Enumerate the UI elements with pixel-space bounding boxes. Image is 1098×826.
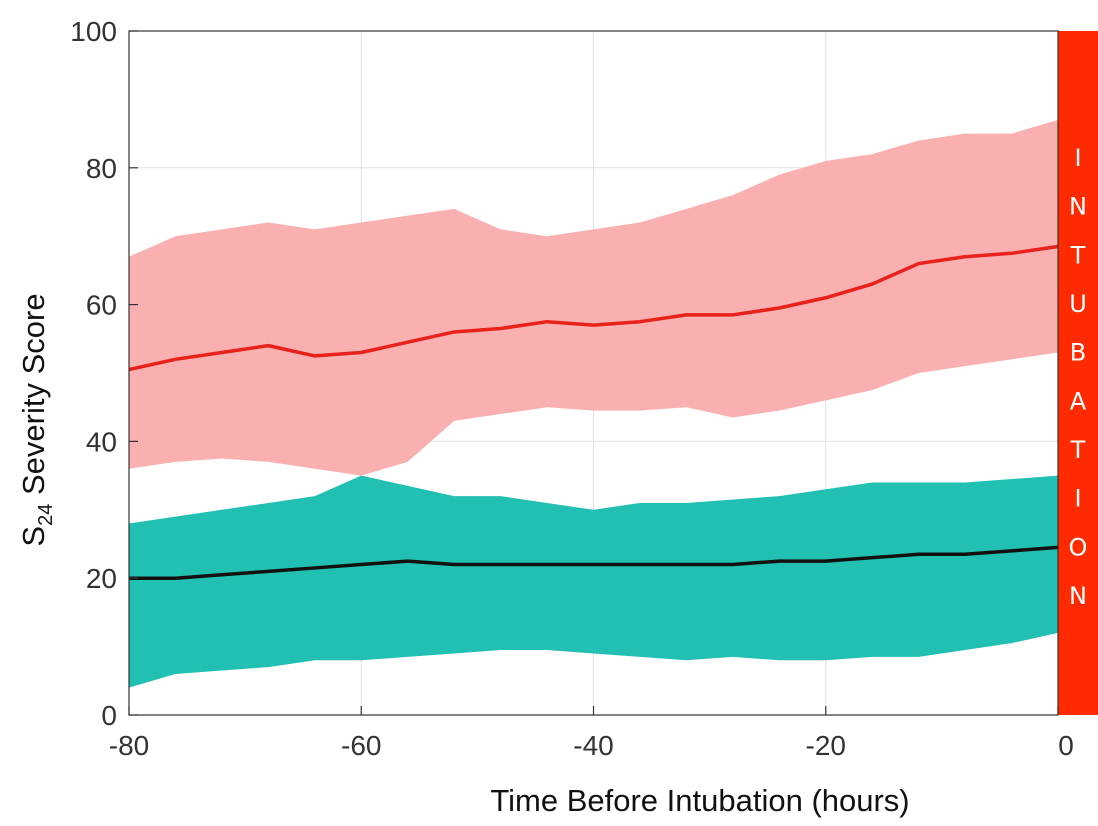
intubation-letter: O	[1069, 533, 1088, 561]
band-series-1	[129, 119, 1058, 476]
intubation-letter: I	[1074, 144, 1081, 172]
x-tick-label: 0	[1058, 730, 1074, 761]
intubation-letter: I	[1074, 485, 1081, 513]
mean-line-series-1	[128, 244, 1059, 372]
intubation-letter: A	[1070, 387, 1087, 415]
x-axis-label: Time Before Intubation (hours)	[490, 783, 909, 818]
axis-ticks: -80 -60 -40 -20 0 0 20 40 60 80 100	[70, 16, 1074, 761]
intubation-letter: T	[1070, 436, 1086, 464]
x-tick-label: -60	[341, 730, 381, 761]
intubation-letter: T	[1070, 241, 1086, 269]
y-tick-label: 100	[70, 16, 117, 47]
intubation-band	[1058, 31, 1098, 715]
y-tick-label: 0	[101, 700, 117, 731]
y-tick-label: 80	[86, 153, 117, 184]
x-tick-label: -80	[109, 730, 149, 761]
intubation-letter: U	[1069, 290, 1087, 318]
mean-line-series-2	[129, 545, 1059, 580]
x-tick-label: -20	[806, 730, 846, 761]
band-series-2	[129, 475, 1058, 688]
y-axis-label-rest: Severity Score	[16, 293, 51, 503]
intubation-letter: N	[1069, 193, 1087, 221]
y-tick-label: 20	[86, 563, 117, 594]
y-tick-label: 40	[86, 426, 117, 457]
intubation-letter: N	[1069, 582, 1087, 610]
y-axis-label-subscript: 24	[35, 504, 57, 526]
confidence-bands	[129, 119, 1058, 688]
mean-lines	[128, 244, 1059, 580]
intubation-letter: B	[1070, 339, 1086, 367]
y-tick-label: 60	[86, 290, 117, 321]
x-tick-label: -40	[573, 730, 613, 761]
y-axis-label: S24 Severity Score	[16, 293, 57, 546]
y-axis-label-main: S	[16, 526, 51, 547]
